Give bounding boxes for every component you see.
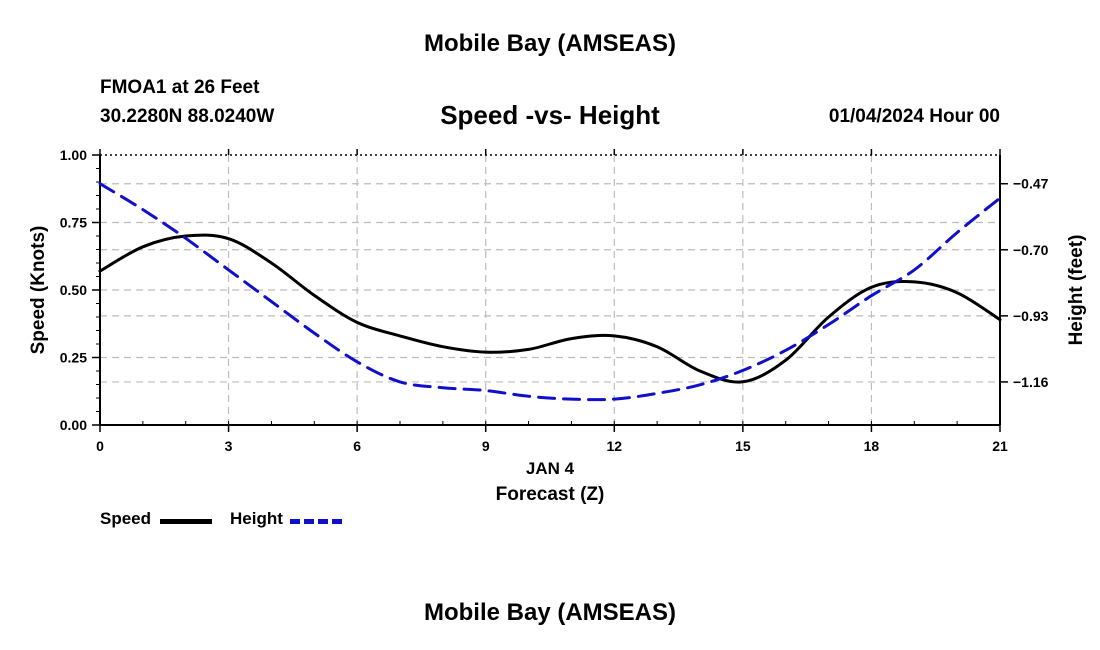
footer-title: Mobile Bay (AMSEAS): [423, 599, 677, 626]
x-tick-label: 18: [864, 438, 880, 454]
y-axis-label: Speed (Knots): [28, 226, 49, 355]
y2-tick-label: −1.16: [1013, 374, 1049, 390]
x-tick-label: 21: [992, 438, 1008, 454]
y2-axis-label: Height (feet): [1066, 235, 1087, 346]
forecast-datetime: 01/04/2024 Hour 00: [828, 106, 1000, 127]
chart-subtitle: Speed -vs- Height: [440, 100, 660, 130]
series-line-height: [98, 182, 1002, 402]
y2-tick-label: −0.93: [1013, 308, 1049, 324]
x-axis-label: Forecast (Z): [496, 484, 605, 505]
y-tick-label: 1.00: [60, 147, 87, 163]
y-tick-label: 0.00: [60, 417, 87, 433]
x-axis-date-label: JAN 4: [526, 459, 575, 478]
x-tick-label: 12: [606, 438, 622, 454]
chart-title: Mobile Bay (AMSEAS): [423, 30, 677, 57]
y-tick-label: 0.25: [60, 350, 87, 366]
y2-tick-label: −0.70: [1013, 242, 1049, 258]
y-tick-label: 0.50: [60, 282, 87, 298]
station-label: FMOA1 at 26 Feet: [100, 77, 260, 98]
legend-height-label: Height: [230, 509, 283, 528]
x-tick-label: 6: [353, 438, 361, 454]
x-tick-label: 15: [735, 438, 751, 454]
x-tick-label: 3: [225, 438, 233, 454]
series-line-speed: [98, 233, 1002, 384]
legend-height-swatch: [290, 519, 342, 524]
y-tick-label: 0.75: [60, 215, 87, 231]
coordinates-label: 30.2280N 88.0240W: [100, 106, 275, 127]
legend-speed-swatch: [160, 519, 212, 524]
y2-tick-label: −0.47: [1013, 176, 1049, 192]
x-tick-label: 9: [482, 438, 490, 454]
legend-speed-label: Speed: [100, 509, 152, 528]
x-tick-label: 0: [96, 438, 104, 454]
